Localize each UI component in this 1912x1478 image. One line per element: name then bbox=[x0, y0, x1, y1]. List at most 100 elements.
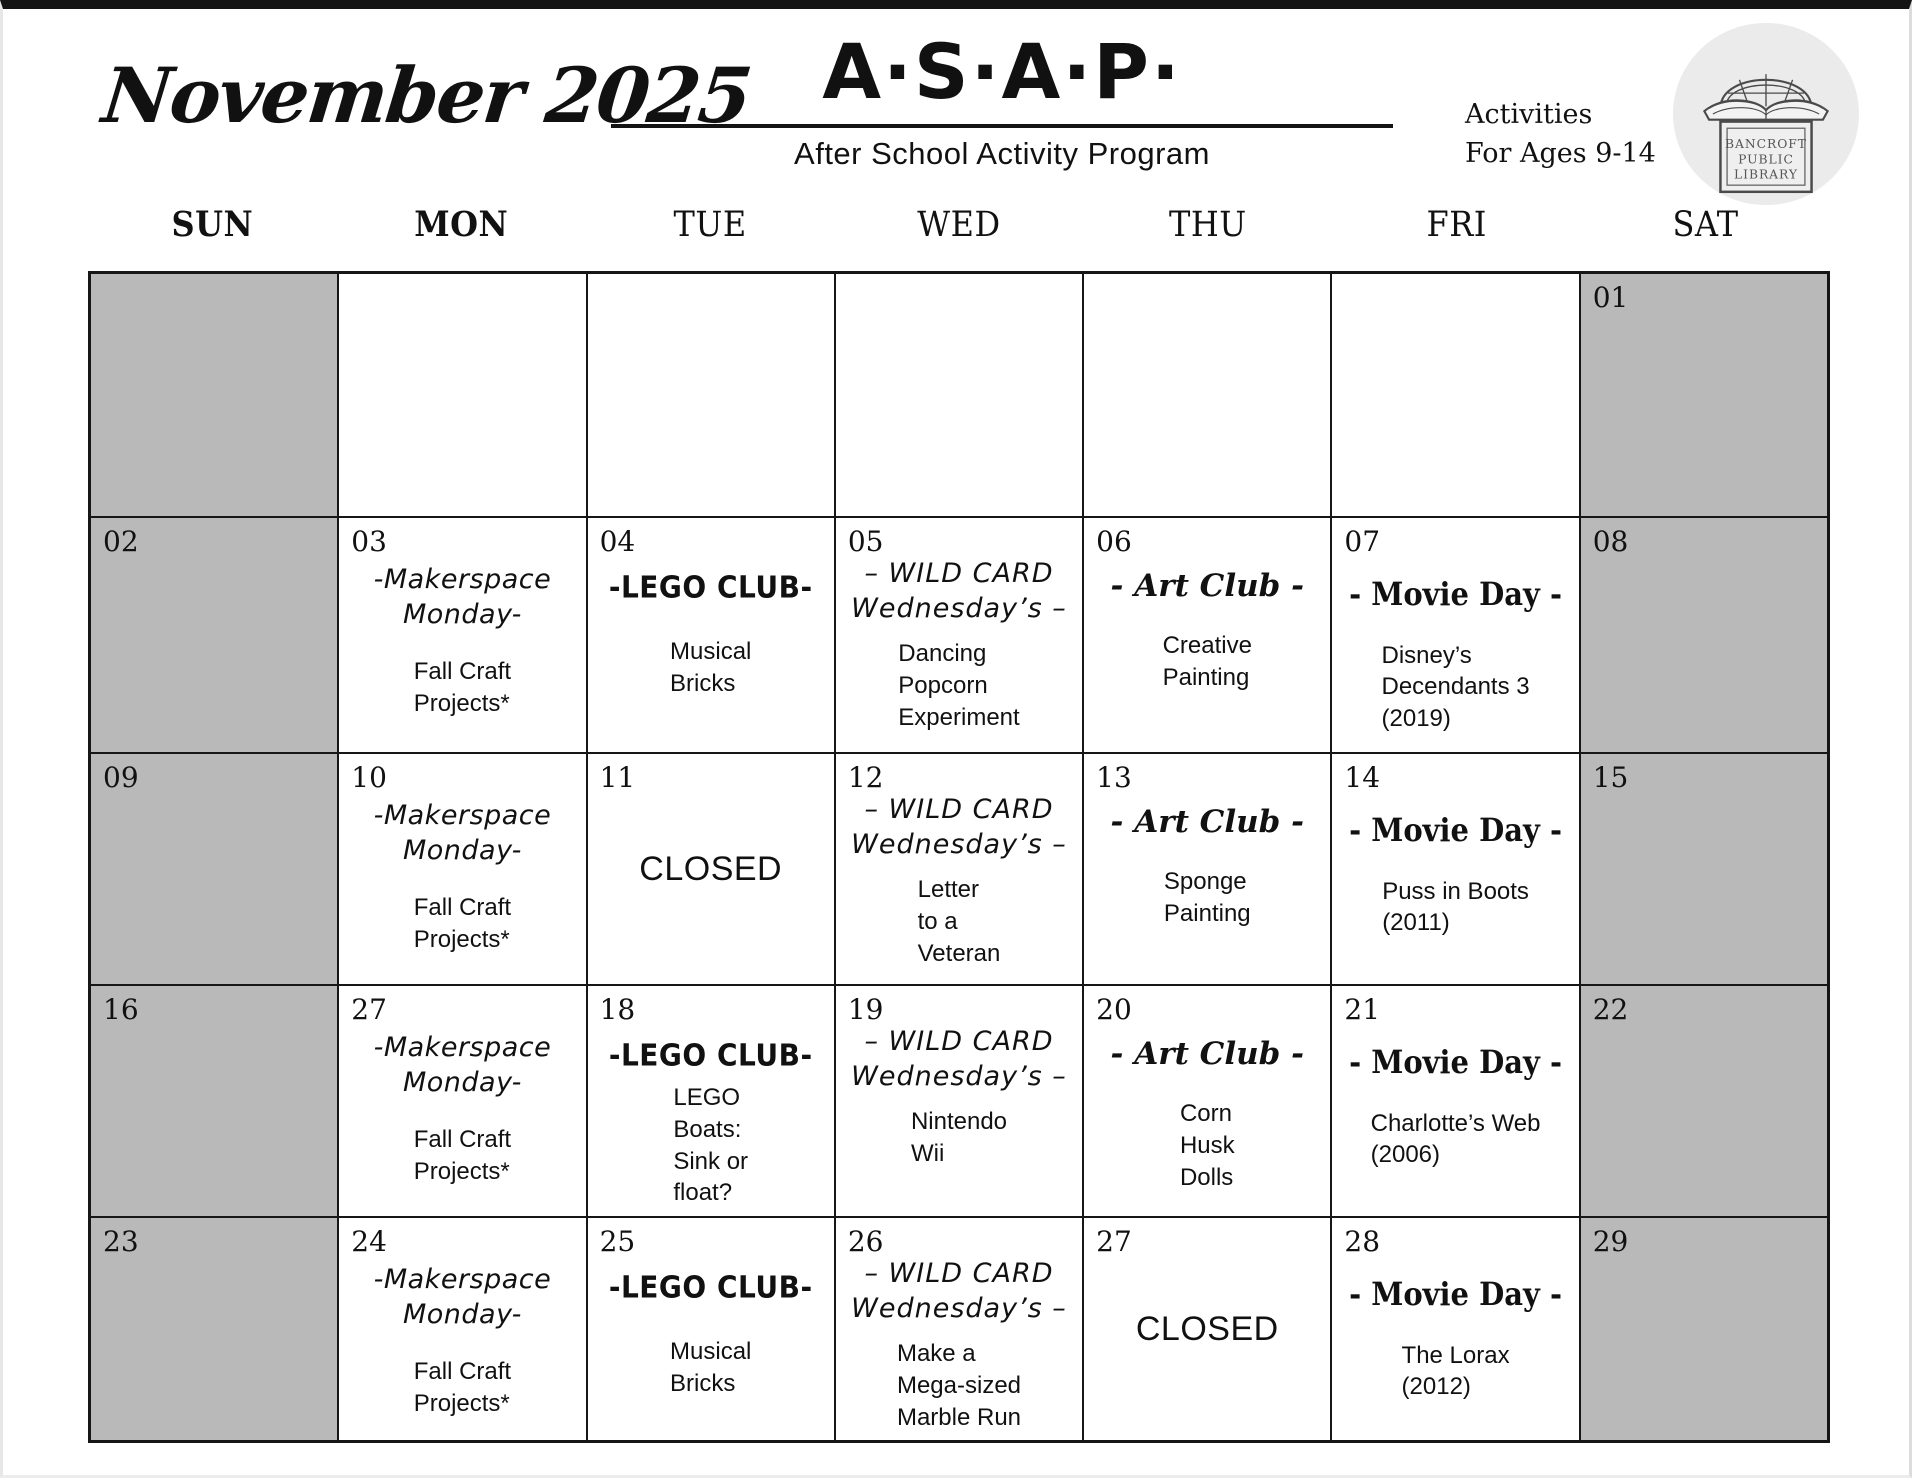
date-number bbox=[588, 274, 834, 284]
event-description: Fall Craft Projects* bbox=[413, 658, 512, 717]
weekday-sat: SAT bbox=[1672, 203, 1739, 245]
weekday-wed: WED bbox=[917, 203, 1001, 245]
event-description: Fall Craft Projects* bbox=[413, 1358, 512, 1417]
calendar-cell-08: 08 bbox=[1580, 518, 1827, 752]
calendar-cell-23: 23 bbox=[91, 1218, 338, 1440]
date-number: 27 bbox=[1096, 1225, 1132, 1258]
event-description: Musical Bricks bbox=[670, 1338, 752, 1398]
library-logo-image: BANCROFT PUBLIC LIBRARY bbox=[1673, 22, 1859, 206]
event-description: Letter to a Veteran bbox=[917, 876, 1001, 967]
calendar-cell-19: 19– WILD CARD Wednesday’s – Nintendo Wii bbox=[835, 986, 1083, 1216]
logo-text-line1: BANCROFT bbox=[1725, 137, 1807, 151]
date-number: 10 bbox=[351, 761, 387, 794]
date-number: 01 bbox=[1592, 281, 1629, 314]
calendar-cell-09: 09 bbox=[91, 754, 338, 984]
event-heading-makerspace: -Makerspace Monday- bbox=[373, 1264, 552, 1331]
weekday-fri: FRI bbox=[1426, 203, 1487, 245]
calendar-cell-10: 10 -Makerspace Monday- Fall Craft Projects* bbox=[339, 754, 586, 984]
date-number bbox=[339, 274, 585, 284]
calendar-cell-28: 28 - Movie Day - The Lorax (2012) bbox=[1332, 1218, 1579, 1440]
event-description: Sponge Painting bbox=[1163, 868, 1251, 927]
event-heading-artclub: - Art Club - bbox=[1110, 1036, 1305, 1072]
calendar-cell-07: 07 - Movie Day - Disney’s Decendants 3 (2019… bbox=[1332, 518, 1579, 752]
event-description: Dancing Popcorn Experiment bbox=[898, 640, 1020, 731]
event-description: Puss in Boots (2011) bbox=[1382, 877, 1529, 937]
event-heading-movieday: - Movie Day - bbox=[1349, 575, 1563, 613]
calendar-cell-blank bbox=[1084, 274, 1331, 516]
weekday-header-row: SUN MON TUE WED THU FRI SAT bbox=[88, 203, 1830, 245]
date-number: 23 bbox=[103, 1225, 139, 1258]
calendar-cell-20: 20 - Art Club - Corn Husk Dolls bbox=[1084, 986, 1331, 1216]
calendar-cell-26: 26– WILD CARD Wednesday’s – Make a Mega-siz… bbox=[835, 1218, 1083, 1440]
event-description: Musical Bricks bbox=[670, 638, 752, 698]
weekday-sun: SUN bbox=[171, 203, 254, 245]
event-heading-lego: -LEGO CLUB- bbox=[608, 1037, 813, 1074]
library-logo: BANCROFT PUBLIC LIBRARY bbox=[1671, 21, 1861, 212]
date-number: 09 bbox=[103, 761, 139, 794]
event-heading-makerspace: -Makerspace Monday- bbox=[373, 564, 552, 631]
calendar-cell-22: 22 bbox=[1580, 986, 1827, 1216]
date-number: 16 bbox=[103, 993, 139, 1026]
calendar-cell-blank bbox=[339, 274, 586, 516]
event-description: Fall Craft Projects* bbox=[413, 1126, 512, 1185]
audience-note: Activities For Ages 9-14 bbox=[1465, 95, 1656, 173]
date-number: 26 bbox=[847, 1225, 884, 1258]
event-description: LEGO Boats: Sink or float? bbox=[673, 1084, 749, 1207]
date-number: 28 bbox=[1344, 1225, 1381, 1258]
date-number: 21 bbox=[1344, 993, 1381, 1026]
event-heading-lego: -LEGO CLUB- bbox=[608, 569, 813, 606]
calendar-grid: 01 02 03 -Makerspace Monday- Fall Craft Projec… bbox=[88, 271, 1830, 1443]
calendar-cell-21: 21 - Movie Day - Charlotte’s Web (2006) bbox=[1332, 986, 1579, 1216]
event-description: Corn Husk Dolls bbox=[1179, 1100, 1235, 1191]
date-number bbox=[1332, 274, 1578, 284]
closed-label: CLOSED bbox=[639, 849, 783, 888]
event-heading-wildcard: – WILD CARD Wednesday’s – bbox=[851, 1026, 1067, 1093]
calendar-cell-06: 06 - Art Club - Creative Painting bbox=[1084, 518, 1331, 752]
event-description: Disney’s Decendants 3 (2019) bbox=[1381, 641, 1530, 733]
event-description: Make a Mega-sized Marble Run bbox=[896, 1340, 1022, 1431]
date-number: 11 bbox=[599, 761, 636, 794]
calendar-cell-blank bbox=[91, 274, 338, 516]
date-number: 19 bbox=[847, 993, 884, 1026]
date-number bbox=[91, 274, 337, 284]
date-number: 29 bbox=[1592, 1225, 1629, 1258]
calendar-cell-18: 18 -LEGO CLUB- LEGO Boats: Sink or float? bbox=[587, 986, 834, 1216]
event-description: Nintendo Wii bbox=[910, 1108, 1008, 1167]
calendar-cell-blank bbox=[835, 274, 1083, 516]
program-header: A·S·A·P· After School Activity Program bbox=[611, 23, 1393, 172]
date-number: 04 bbox=[599, 525, 636, 558]
event-heading-makerspace: -Makerspace Monday- bbox=[373, 800, 552, 867]
date-number: 24 bbox=[351, 1225, 387, 1258]
event-heading-artclub: - Art Club - bbox=[1110, 568, 1305, 604]
event-description: Fall Craft Projects* bbox=[413, 894, 512, 953]
date-number: 13 bbox=[1096, 761, 1132, 794]
event-heading-movieday: - Movie Day - bbox=[1349, 1043, 1563, 1081]
header-rule bbox=[611, 123, 1393, 128]
audience-line1: Activities bbox=[1465, 99, 1593, 130]
closed-label: CLOSED bbox=[1135, 1309, 1279, 1348]
date-number: 20 bbox=[1096, 993, 1132, 1026]
date-number: 14 bbox=[1344, 761, 1381, 794]
calendar-cell-03: 03 -Makerspace Monday- Fall Craft Projects* bbox=[339, 518, 586, 752]
audience-line2: For Ages 9-14 bbox=[1465, 138, 1656, 170]
date-number: 15 bbox=[1592, 761, 1629, 794]
calendar-cell-16: 16 bbox=[91, 986, 338, 1216]
calendar-cell-24: 24 -Makerspace Monday- Fall Craft Projects* bbox=[339, 1218, 586, 1440]
weekday-mon: MON bbox=[414, 203, 509, 245]
calendar-cell-29: 29 bbox=[1580, 1218, 1827, 1440]
date-number bbox=[1084, 274, 1330, 284]
logo-text-line3: LIBRARY bbox=[1734, 168, 1798, 182]
date-number: 08 bbox=[1592, 525, 1629, 558]
calendar-cell-27: 27 -Makerspace Monday- Fall Craft Projects* bbox=[339, 986, 586, 1216]
calendar-cell-01: 01 bbox=[1580, 274, 1827, 516]
date-number bbox=[836, 274, 1082, 284]
date-number: 05 bbox=[847, 525, 884, 558]
weekday-tue: TUE bbox=[673, 203, 747, 245]
event-description: The Lorax (2012) bbox=[1401, 1341, 1510, 1401]
program-name: After School Activity Program bbox=[794, 135, 1210, 171]
event-heading-wildcard: – WILD CARD Wednesday’s – bbox=[851, 1258, 1067, 1325]
date-number: 06 bbox=[1096, 525, 1132, 558]
month-title: November 2025 bbox=[98, 51, 755, 140]
event-heading-lego: -LEGO CLUB- bbox=[608, 1269, 813, 1306]
event-description: Charlotte’s Web (2006) bbox=[1370, 1109, 1541, 1169]
